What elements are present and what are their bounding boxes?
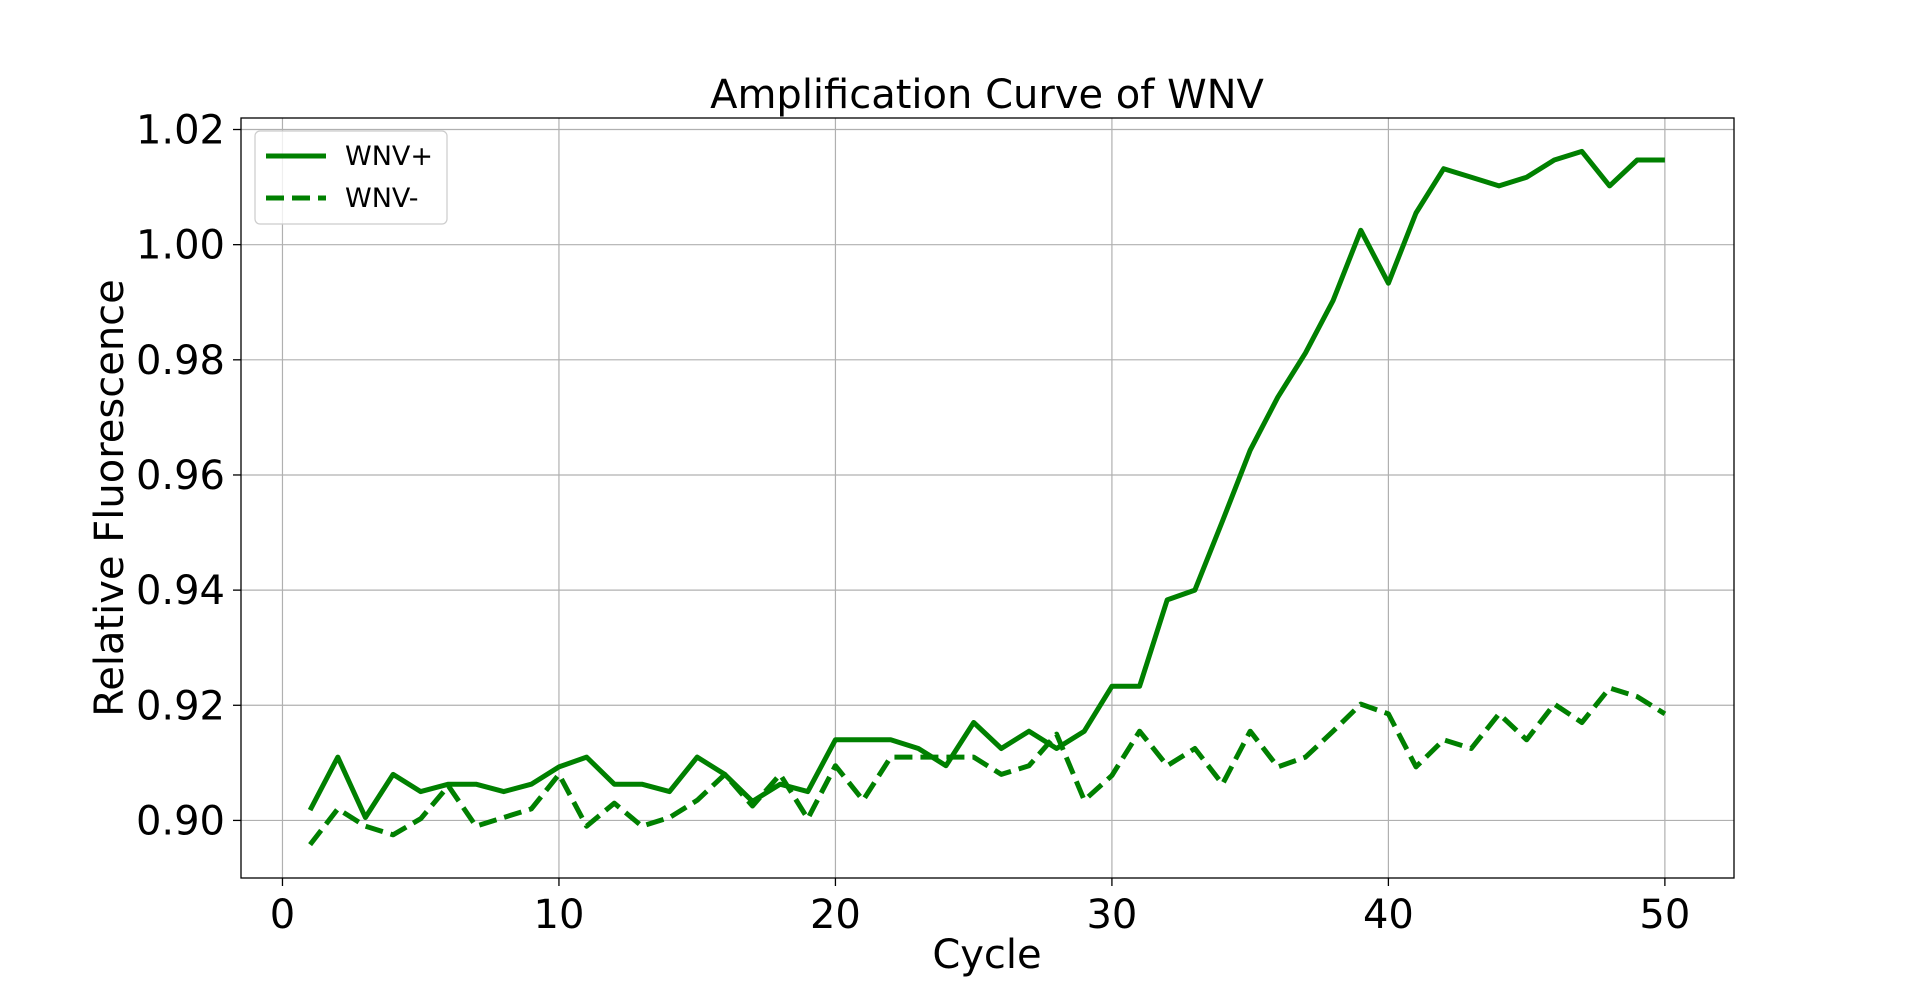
x-axis-label: Cycle xyxy=(932,932,1041,978)
legend-label-wnv-neg: WNV- xyxy=(345,183,419,214)
legend-label-wnv-pos: WNV+ xyxy=(345,141,433,172)
x-tick-label: 40 xyxy=(1363,892,1414,938)
y-tick-label: 0.96 xyxy=(136,453,225,499)
x-tick-label: 30 xyxy=(1086,892,1137,938)
y-tick-label: 1.00 xyxy=(136,223,225,269)
y-tick-label: 1.02 xyxy=(136,108,225,154)
plot-frame xyxy=(240,117,1735,879)
legend: WNV+ WNV- xyxy=(254,130,448,225)
y-tick-label: 0.92 xyxy=(136,683,225,729)
x-tick-label: 10 xyxy=(534,892,585,938)
grid-lines xyxy=(241,118,1734,878)
chart-title: Amplification Curve of WNV xyxy=(710,72,1264,118)
series-line-wnv-pos xyxy=(307,148,1665,820)
x-tick-label: 50 xyxy=(1639,892,1690,938)
y-axis-label: Relative Fluorescence xyxy=(87,279,133,717)
y-tick-label: 0.94 xyxy=(136,568,225,614)
y-tick-label: 0.90 xyxy=(136,798,225,844)
axis-ticks: 0 10 20 30 40 50 0.90 0.92 0.94 0.96 0.98 1.00 1.02 xyxy=(136,108,1690,938)
x-tick-label: 20 xyxy=(810,892,861,938)
y-tick-label: 0.98 xyxy=(136,338,225,384)
series-lines xyxy=(307,148,1667,847)
series-line-wnv-neg xyxy=(308,685,1667,847)
x-tick-label: 0 xyxy=(270,892,295,938)
